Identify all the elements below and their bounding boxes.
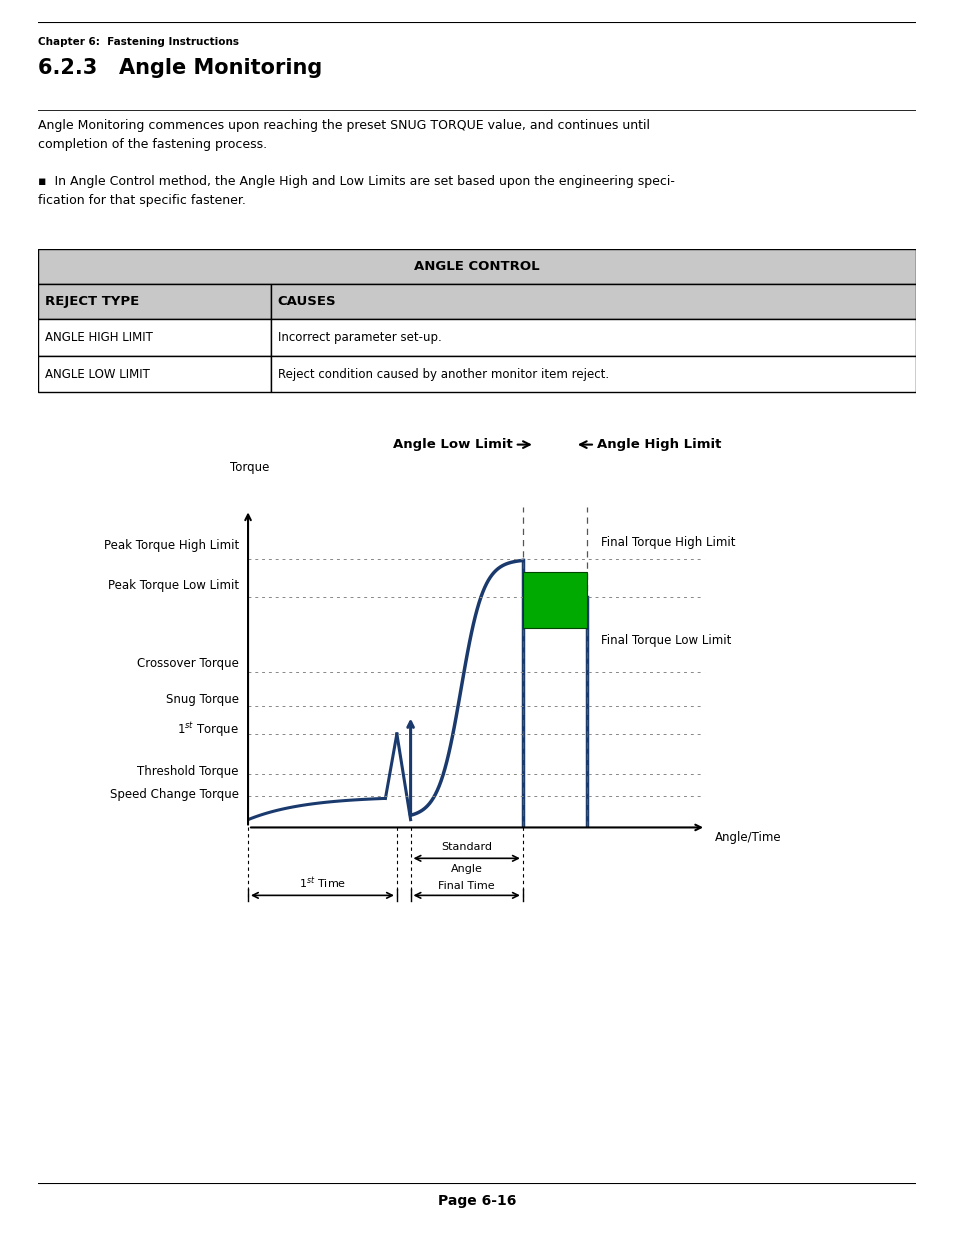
Text: Torque: Torque — [230, 461, 269, 474]
Text: Incorrect parameter set-up.: Incorrect parameter set-up. — [277, 331, 441, 345]
Text: ANGLE HIGH LIMIT: ANGLE HIGH LIMIT — [45, 331, 152, 345]
Text: Crossover Torque: Crossover Torque — [137, 657, 238, 671]
Text: REJECT TYPE: REJECT TYPE — [45, 295, 139, 309]
Text: Final Torque High Limit: Final Torque High Limit — [600, 536, 735, 550]
Text: ANGLE LOW LIMIT: ANGLE LOW LIMIT — [45, 368, 150, 380]
Bar — [271, 356, 915, 393]
Text: Angle Low Limit: Angle Low Limit — [393, 438, 513, 451]
Text: Final Torque Low Limit: Final Torque Low Limit — [600, 635, 730, 647]
Text: Chapter 6:  Fastening Instructions: Chapter 6: Fastening Instructions — [38, 37, 239, 47]
Text: Final Time: Final Time — [438, 882, 495, 892]
Bar — [38, 284, 271, 320]
Bar — [271, 320, 915, 356]
Text: Peak Torque High Limit: Peak Torque High Limit — [104, 540, 238, 552]
Text: Angle: Angle — [450, 864, 482, 874]
Text: ANGLE CONTROL: ANGLE CONTROL — [414, 261, 539, 273]
Bar — [38, 249, 915, 284]
Text: Snug Torque: Snug Torque — [166, 693, 238, 706]
Bar — [271, 284, 915, 320]
Text: Speed Change Torque: Speed Change Torque — [110, 788, 238, 802]
Text: CAUSES: CAUSES — [277, 295, 336, 309]
Bar — [38, 356, 271, 393]
Text: Angle High Limit: Angle High Limit — [597, 438, 720, 451]
Bar — [38, 320, 271, 356]
Text: Angle Monitoring commences upon reaching the preset SNUG TORQUE value, and conti: Angle Monitoring commences upon reaching… — [38, 119, 650, 151]
Text: ▪  In Angle Control method, the Angle High and Low Limits are set based upon the: ▪ In Angle Control method, the Angle Hig… — [38, 175, 675, 207]
Text: Threshold Torque: Threshold Torque — [137, 766, 238, 778]
Text: 6.2.3   Angle Monitoring: 6.2.3 Angle Monitoring — [38, 58, 322, 78]
Text: Angle/Time: Angle/Time — [715, 831, 781, 844]
Text: 1$^{st}$ Torque: 1$^{st}$ Torque — [177, 720, 238, 739]
Text: Reject condition caused by another monitor item reject.: Reject condition caused by another monit… — [277, 368, 608, 380]
Text: Peak Torque Low Limit: Peak Torque Low Limit — [108, 579, 238, 592]
Text: 1$^{st}$ Time: 1$^{st}$ Time — [298, 876, 346, 892]
Bar — [522, 572, 586, 627]
Text: Standard: Standard — [440, 842, 492, 852]
Text: Page 6-16: Page 6-16 — [437, 1193, 516, 1208]
